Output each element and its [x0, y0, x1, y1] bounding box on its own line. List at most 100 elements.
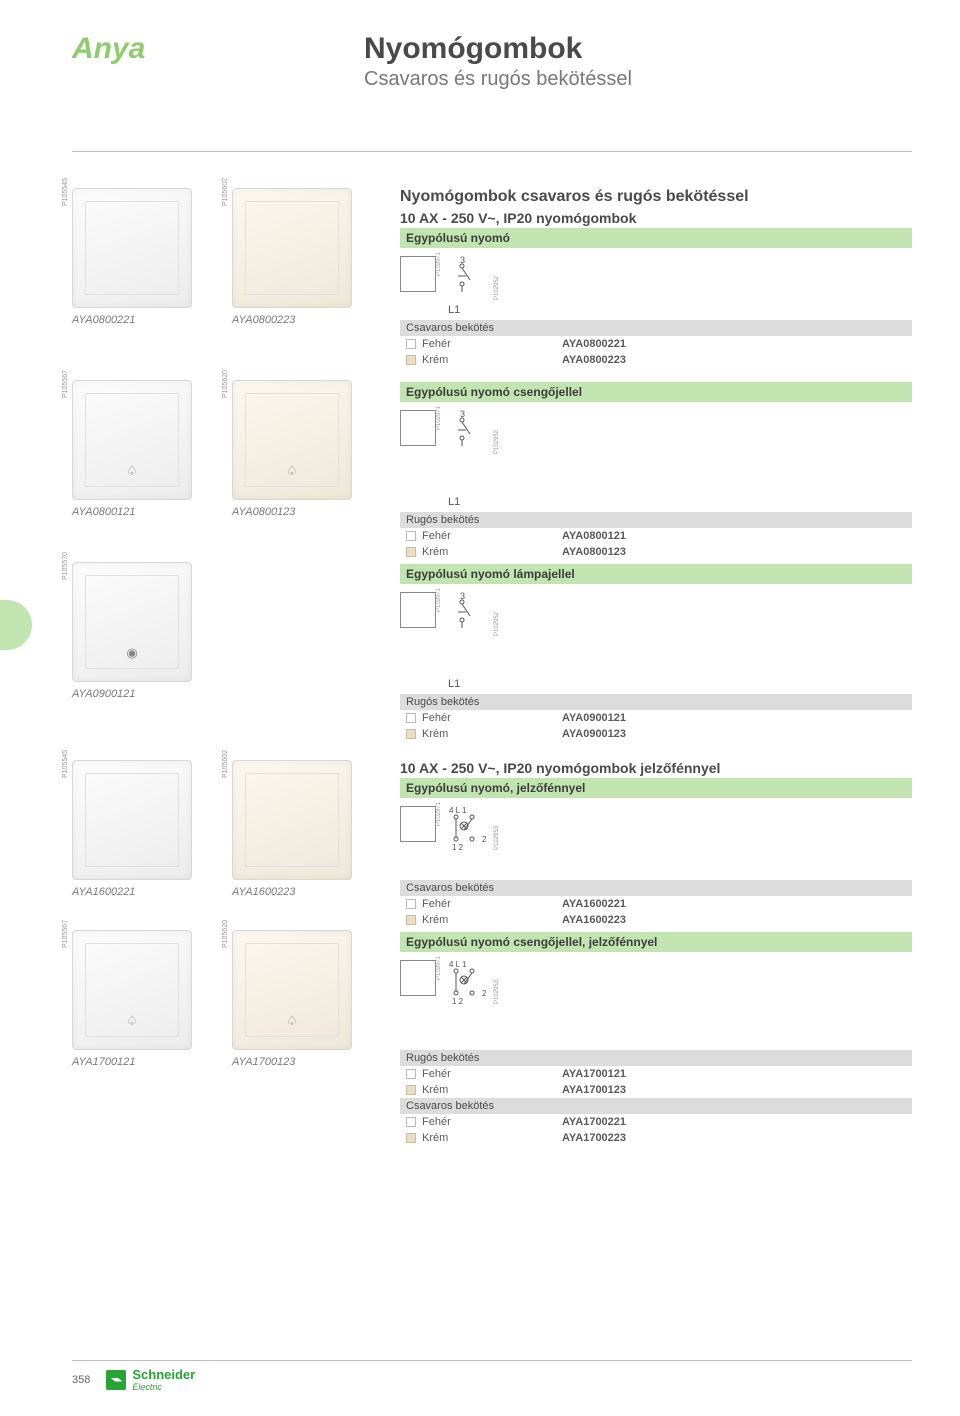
image-code: P105567 — [62, 920, 69, 948]
product-image: P105545 — [72, 188, 232, 308]
product-caption: AYA1600221 — [72, 886, 232, 898]
page-tab-notch — [0, 600, 32, 650]
diagram-circuit-icon: P102971 3 P102952 — [444, 590, 488, 630]
svg-text:1 2: 1 2 — [452, 997, 464, 1006]
diagram-outline-icon — [400, 592, 436, 628]
section-subheading: 10 AX - 250 V~, IP20 nyomógombok jelzőfé… — [400, 760, 912, 776]
variant-band: Egypólusú nyomó lámpajellel — [400, 564, 912, 584]
sku: AYA1700123 — [562, 1084, 626, 1096]
switch-white-lamp: ◉ — [72, 562, 192, 682]
image-code: P105602 — [222, 178, 229, 206]
sku-row: KrémAYA0800223 — [400, 352, 912, 368]
sku-row: FehérAYA1700121 — [400, 1066, 912, 1082]
product-image: P105567 ♤ — [72, 930, 232, 1050]
sku: AYA1700221 — [562, 1116, 626, 1128]
wiring-diagram: P102971 4 L 1 1 2 2 P102953 — [400, 952, 912, 1002]
bell-icon: ♤ — [126, 1013, 138, 1029]
switch-white-bell: ♤ — [72, 930, 192, 1050]
variant-band: Egypólusú nyomó, jelzőfénnyel — [400, 778, 912, 798]
bell-icon: ♤ — [286, 463, 298, 479]
variant-band: Egypólusú nyomó csengőjellel, jelzőfénny… — [400, 932, 912, 952]
page-header: Anya Nyomógombok Csavaros és rugós beköt… — [72, 32, 912, 152]
svg-text:4 L 1: 4 L 1 — [449, 960, 467, 969]
diagram-circuit-icon: P102971 3 P102952 — [444, 408, 488, 448]
connection-type: Csavaros bekötés — [400, 880, 912, 896]
color-swatch-white — [406, 339, 416, 349]
switch-cream — [232, 188, 352, 308]
bell-icon: ♤ — [126, 463, 138, 479]
page-number: 358 — [72, 1374, 90, 1386]
diagram-circuit-icon: P102971 4 L 1 1 2 2 P102953 — [444, 804, 488, 844]
switch-white-bell: ♤ — [72, 380, 192, 500]
product-caption: AYA0800121 — [72, 506, 232, 518]
product-image: P105620 ♤ — [232, 380, 392, 500]
sku: AYA1600223 — [562, 914, 626, 926]
connection-type: Rugós bekötés — [400, 1050, 912, 1066]
svg-text:4 L 1: 4 L 1 — [449, 806, 467, 815]
terminal-label: L1 — [448, 304, 912, 316]
sku-row: KrémAYA0900123 — [400, 726, 912, 742]
image-code: P105545 — [62, 750, 69, 778]
diagram-outline-icon — [400, 410, 436, 446]
page-title: Nyomógombok — [364, 32, 912, 66]
terminal-label: L1 — [448, 496, 912, 508]
connection-type: Csavaros bekötés — [400, 320, 912, 336]
sku-row: FehérAYA0900121 — [400, 710, 912, 726]
sku: AYA1700223 — [562, 1132, 626, 1144]
diagram-outline-icon — [400, 806, 436, 842]
image-code: P105602 — [222, 750, 229, 778]
svg-text:2: 2 — [482, 835, 487, 844]
product-image: P105545 — [72, 760, 232, 880]
product-caption: AYA1700123 — [232, 1056, 392, 1068]
image-code: P105567 — [62, 370, 69, 398]
wiring-diagram: P102971 3 P102952 — [400, 248, 912, 298]
sku-row: FehérAYA0800221 — [400, 336, 912, 352]
image-code: P105545 — [62, 178, 69, 206]
sku: AYA1600221 — [562, 898, 626, 910]
diagram-outline-icon — [400, 256, 436, 292]
switch-cream-bell: ♤ — [232, 930, 352, 1050]
svg-text:3: 3 — [460, 591, 465, 601]
connection-type: Csavaros bekötés — [400, 1098, 912, 1114]
sku: AYA1700121 — [562, 1068, 626, 1080]
connection-type: Rugós bekötés — [400, 512, 912, 528]
diagram-outline-icon — [400, 960, 436, 996]
svg-text:1 2: 1 2 — [452, 843, 464, 852]
product-caption: AYA1700121 — [72, 1056, 232, 1068]
sku-row: KrémAYA1700223 — [400, 1130, 912, 1146]
footer-brand: Schneider — [132, 1367, 195, 1382]
image-code: P105620 — [222, 920, 229, 948]
wiring-diagram: P102971 3 P102952 — [400, 584, 912, 634]
brand-name: Anya — [72, 32, 332, 66]
image-code: P105620 — [222, 370, 229, 398]
diagram-circuit-icon: P102971 4 L 1 1 2 2 P102953 — [444, 958, 488, 998]
sku: AYA0900123 — [562, 728, 626, 740]
wiring-diagram: P102971 3 P102952 — [400, 402, 912, 452]
diagram-circuit-icon: P102971 3 P102952 — [444, 254, 488, 294]
page-footer: 358 Schneider Electric — [72, 1360, 912, 1392]
switch-white — [72, 188, 192, 308]
page-subtitle: Csavaros és rugós bekötéssel — [364, 68, 912, 91]
section-heading: Nyomógombok csavaros és rugós bekötéssel — [400, 188, 912, 206]
footer-logo: Schneider Electric — [106, 1367, 195, 1392]
product-caption: AYA0800223 — [232, 314, 392, 326]
switch-cream-bell: ♤ — [232, 380, 352, 500]
svg-text:3: 3 — [460, 409, 465, 419]
lamp-icon: ◉ — [126, 645, 137, 661]
terminal-label: L1 — [448, 678, 912, 690]
switch-white — [72, 760, 192, 880]
sku-row: FehérAYA1700221 — [400, 1114, 912, 1130]
product-image: P105602 — [232, 188, 392, 308]
switch-cream — [232, 760, 352, 880]
sku: AYA0800221 — [562, 338, 626, 350]
product-caption: AYA1600223 — [232, 886, 392, 898]
section-text: Nyomógombok csavaros és rugós bekötéssel… — [392, 188, 912, 298]
color-swatch-cream — [406, 355, 416, 365]
product-image: P105567 ♤ — [72, 380, 232, 500]
svg-text:2: 2 — [482, 989, 487, 998]
schneider-logo-icon — [106, 1370, 126, 1390]
product-caption: AYA0900121 — [72, 688, 232, 700]
title-block: Nyomógombok Csavaros és rugós bekötéssel — [364, 32, 912, 91]
section-subheading: 10 AX - 250 V~, IP20 nyomógombok — [400, 210, 912, 226]
sku: AYA0900121 — [562, 712, 626, 724]
